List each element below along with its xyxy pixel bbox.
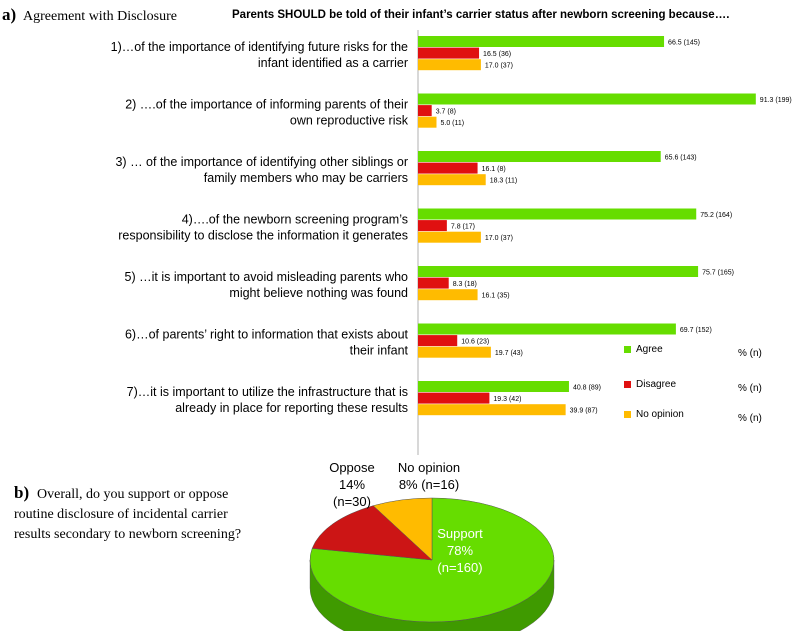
category-label-2-line-1: 2) ….of the importance of informing pare…	[125, 98, 408, 112]
data-label-disagree-6: 10.6 (23)	[461, 339, 489, 346]
bar-disagree-1	[418, 47, 480, 59]
pie-label-support-line-3: (n=160)	[437, 560, 482, 575]
bar-no-opinion-7	[418, 404, 566, 416]
category-label-5-line-2: might believe nothing was found	[229, 286, 408, 300]
legend-swatch-agree	[624, 346, 631, 353]
data-label-agree-6: 69.7 (152)	[680, 327, 712, 334]
data-label-disagree-1: 16.5 (36)	[483, 51, 511, 58]
bar-disagree-4	[418, 220, 447, 232]
panel-b-caption-line-2: routine disclosure of incidental carrier	[14, 507, 228, 522]
bar-agree-1	[418, 36, 665, 47]
bar-no-opinion-3	[418, 174, 486, 186]
bar-disagree-6	[418, 335, 458, 347]
panel-b-letter: b)	[14, 483, 29, 502]
bar-agree-6	[418, 323, 676, 335]
pie-label-support-line-1: Support	[437, 526, 483, 541]
bar-agree-2	[418, 93, 756, 105]
category-label-6-line-1: 6)…of parents’ right to information that…	[125, 328, 409, 342]
data-label-disagree-3: 16.1 (8)	[482, 166, 506, 173]
data-label-agree-1: 66.5 (145)	[668, 40, 700, 47]
bar-disagree-5	[418, 277, 449, 289]
bar-agree-5	[418, 266, 699, 277]
legend-swatch-disagree	[624, 381, 631, 388]
category-label-7-line-1: 7)…it is important to utilize the infras…	[127, 385, 408, 399]
pie-label-oppose-line-3: (n=30)	[333, 494, 371, 509]
bar-no-opinion-4	[418, 231, 481, 243]
bar-no-opinion-1	[418, 59, 481, 71]
bar-no-opinion-2	[418, 116, 437, 128]
bar-chart-title: Parents SHOULD be told of their infant’s…	[232, 9, 729, 21]
legend-unit-agree: % (n)	[738, 348, 762, 359]
bar-no-opinion-6	[418, 346, 491, 358]
pie-label-oppose-line-1: Oppose	[329, 460, 375, 475]
data-label-agree-4: 75.2 (164)	[700, 212, 732, 219]
data-label-no-opinion-4: 17.0 (37)	[485, 235, 513, 242]
bar-agree-3	[418, 151, 661, 162]
panel-b-caption-line-3: results secondary to newborn screening?	[14, 527, 241, 542]
category-label-3-line-2: family members who may be carriers	[204, 171, 408, 185]
legend-unit-no-opinion: % (n)	[738, 413, 762, 424]
category-label-5-line-1: 5) …it is important to avoid misleading …	[125, 270, 409, 284]
pie-label-no-opinion-line-2: 8% (n=16)	[399, 477, 459, 492]
category-label-6-line-2: their infant	[350, 344, 409, 358]
bar-disagree-3	[418, 162, 478, 174]
pie-chart: Support 78% (n=160) Oppose 14% (n=30) No opini…	[309, 460, 555, 631]
pie-label-support-line-2: 78%	[447, 543, 473, 558]
data-label-agree-3: 65.6 (143)	[665, 155, 697, 162]
data-label-disagree-7: 19.3 (42)	[493, 396, 521, 403]
panel-a-caption: Agreement with Disclosure	[23, 9, 177, 24]
category-label-7-line-2: already in place for reporting these res…	[175, 401, 408, 415]
data-label-agree-2: 91.3 (199)	[760, 97, 792, 104]
category-label-4-line-1: 4)….of the newborn screening program’s	[182, 213, 408, 227]
bar-agree-4	[418, 208, 697, 220]
data-label-disagree-2: 3.7 (8)	[436, 109, 456, 116]
bar-chart: 1)…of the importance of identifying futu…	[111, 30, 792, 455]
bar-disagree-2	[418, 105, 432, 117]
pie-slice-oppose	[311, 505, 433, 561]
data-label-disagree-5: 8.3 (18)	[453, 281, 477, 288]
data-label-no-opinion-6: 19.7 (43)	[495, 350, 523, 357]
legend-swatch-no-opinion	[624, 411, 631, 418]
bar-disagree-7	[418, 392, 490, 404]
category-label-2-line-2: own reproductive risk	[290, 114, 409, 128]
category-label-4-line-2: responsibility to disclose the informati…	[118, 229, 408, 243]
pie-label-no-opinion-line-1: No opinion	[398, 460, 460, 475]
data-label-no-opinion-1: 17.0 (37)	[485, 63, 513, 70]
panel-a-letter: a)	[2, 5, 16, 24]
data-label-disagree-4: 7.8 (17)	[451, 224, 475, 231]
pie-label-oppose-line-2: 14%	[339, 477, 365, 492]
category-label-1-line-2: infant identified as a carrier	[258, 56, 408, 70]
legend-label-agree: Agree	[636, 344, 663, 355]
panel-b-caption-line-1: Overall, do you support or oppose	[37, 487, 228, 502]
category-label-3-line-1: 3) … of the importance of identifying ot…	[115, 155, 408, 169]
pie-slice-no-opinion	[372, 497, 433, 561]
bar-agree-7	[418, 381, 569, 392]
data-label-no-opinion-2: 5.0 (11)	[441, 120, 465, 127]
data-label-no-opinion-3: 18.3 (11)	[490, 178, 517, 185]
data-label-no-opinion-7: 39.9 (87)	[570, 408, 598, 415]
data-label-agree-5: 75.7 (165)	[702, 270, 734, 277]
bar-chart-legend: Agree % (n) Disagree % (n) No opinion % (n)	[624, 344, 762, 424]
bar-no-opinion-5	[418, 289, 478, 301]
legend-label-no-opinion: No opinion	[636, 409, 684, 420]
legend-unit-disagree: % (n)	[738, 383, 762, 394]
data-label-agree-7: 40.8 (89)	[573, 385, 601, 392]
legend-label-disagree: Disagree	[636, 379, 676, 390]
data-label-no-opinion-5: 16.1 (35)	[482, 293, 510, 300]
category-label-1-line-1: 1)…of the importance of identifying futu…	[111, 40, 408, 54]
